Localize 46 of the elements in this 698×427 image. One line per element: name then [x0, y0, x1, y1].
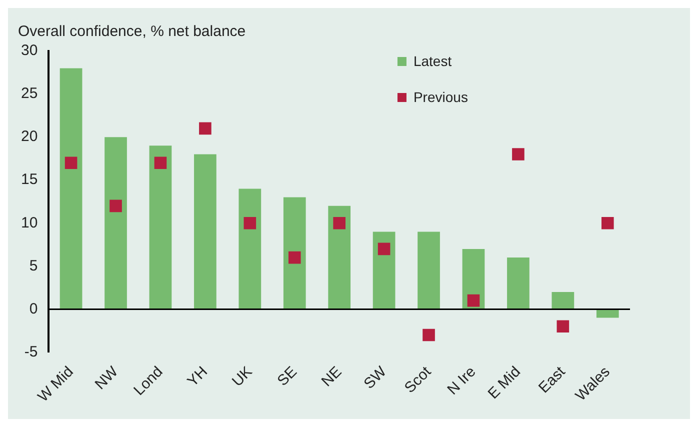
- bar: [194, 154, 216, 310]
- bar: [283, 197, 306, 310]
- point: [110, 200, 122, 212]
- y-tick-label: 15: [20, 171, 38, 188]
- bar: [418, 232, 440, 310]
- point: [288, 251, 301, 264]
- bar: [238, 188, 262, 310]
- y-tick-label: 20: [20, 128, 38, 146]
- point: [467, 294, 480, 307]
- point: [378, 242, 390, 256]
- y-tick-label: 10: [20, 214, 38, 232]
- y-tick-label: 30: [20, 42, 38, 60]
- bar: [372, 232, 396, 310]
- point: [199, 122, 212, 135]
- y-tick-label: 25: [20, 85, 38, 102]
- point: [64, 156, 78, 170]
- bar: [328, 206, 351, 310]
- bar: [507, 258, 530, 310]
- x-tick-label: Scot: [401, 362, 436, 397]
- point: [244, 216, 256, 230]
- point: [601, 216, 614, 230]
- x-tick-label: NE: [318, 363, 346, 390]
- bar: [60, 68, 82, 310]
- point: [556, 320, 570, 333]
- x-tick-label: SW: [360, 362, 390, 392]
- y-tick-label: -5: [24, 343, 38, 360]
- point: [154, 156, 167, 170]
- x-tick-label: YH: [184, 363, 211, 390]
- y-tick-label: 5: [29, 257, 38, 274]
- bar: [596, 309, 619, 318]
- bar: [104, 137, 127, 310]
- x-tick-label: N Ire: [444, 363, 480, 398]
- chart-title: Overall confidence, % net balance: [18, 23, 246, 40]
- x-tick-label: E Mid: [484, 363, 524, 402]
- y-tick-label: 0: [29, 300, 38, 318]
- point: [333, 216, 346, 230]
- bar: [552, 292, 574, 310]
- x-tick-label: NW: [92, 362, 122, 394]
- legend-label: Previous: [413, 88, 468, 105]
- bar: [149, 146, 172, 310]
- x-tick-label: UK: [228, 363, 256, 390]
- point: [422, 328, 435, 342]
- x-tick-label: W Mid: [34, 363, 77, 406]
- point: [512, 148, 524, 160]
- legend-label: Latest: [413, 52, 452, 69]
- x-tick-label: SE: [274, 363, 300, 390]
